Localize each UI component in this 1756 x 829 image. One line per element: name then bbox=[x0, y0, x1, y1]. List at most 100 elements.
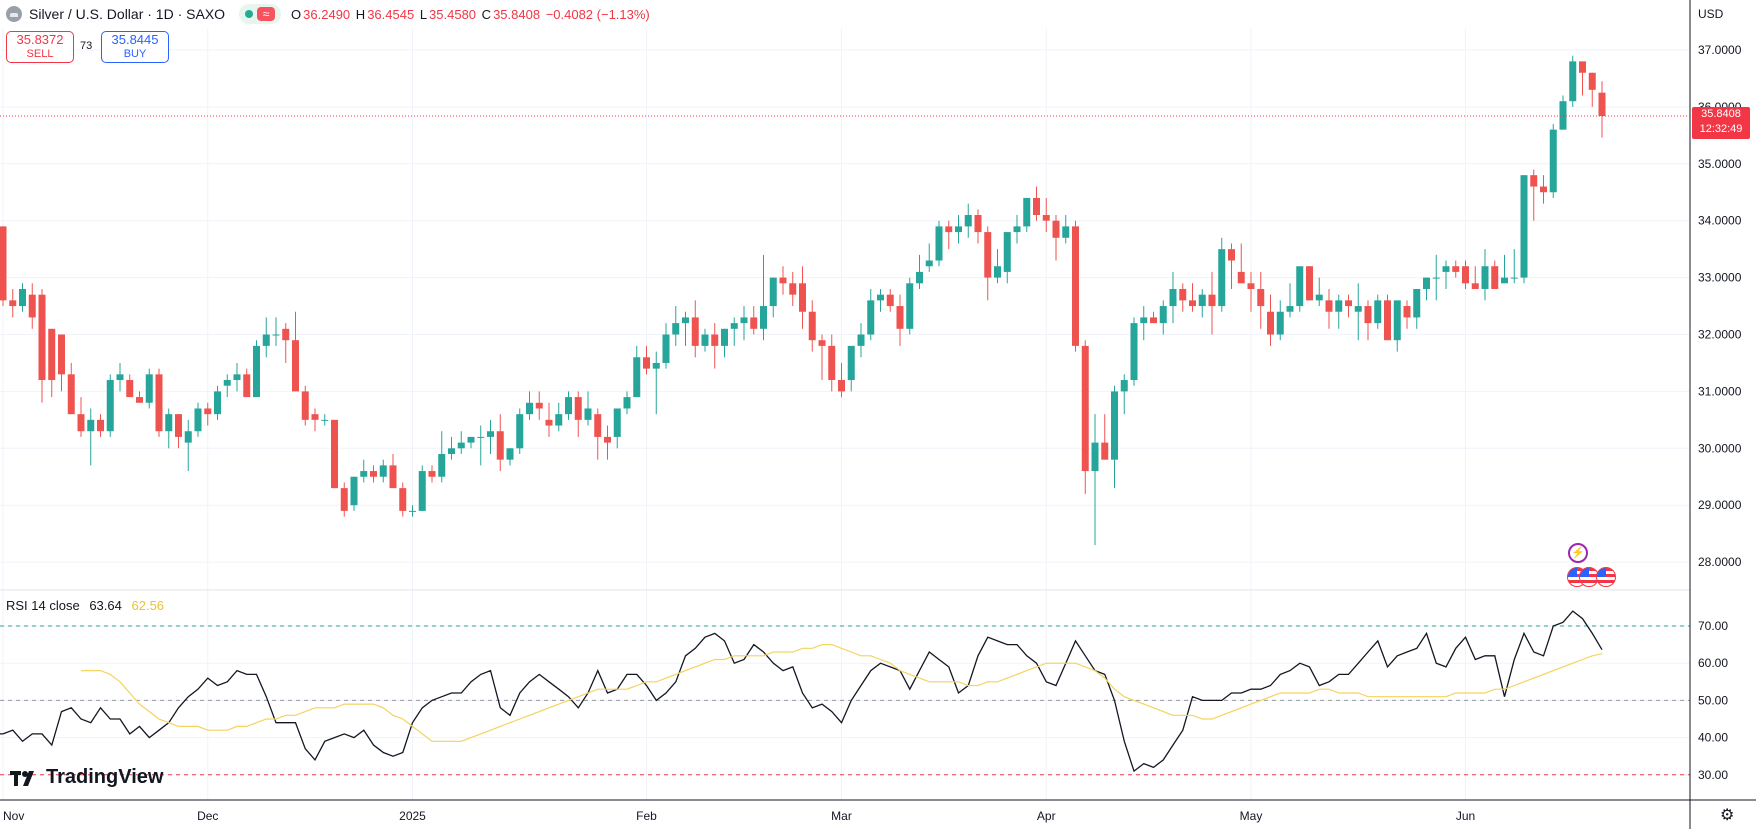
candle-body bbox=[331, 419, 338, 489]
candle bbox=[779, 266, 787, 295]
candle-body bbox=[496, 431, 504, 460]
buy-button[interactable]: 35.8445 BUY bbox=[101, 31, 169, 63]
rsi-tick-label: 40.00 bbox=[1698, 731, 1728, 745]
us-flag-icon[interactable] bbox=[1596, 567, 1616, 587]
candle bbox=[994, 249, 1001, 284]
candle bbox=[126, 374, 134, 398]
candle bbox=[389, 453, 397, 489]
candle bbox=[974, 209, 982, 244]
candle-body bbox=[760, 306, 767, 329]
candle-body bbox=[1471, 283, 1479, 289]
candle-body bbox=[1325, 300, 1333, 312]
candle bbox=[1432, 254, 1440, 301]
time-tick-label: Apr bbox=[1037, 809, 1056, 823]
candle bbox=[877, 288, 884, 312]
candle bbox=[535, 391, 543, 420]
candle-body bbox=[1306, 266, 1313, 301]
market-status-pill[interactable]: ≈ bbox=[239, 4, 282, 24]
candle-body bbox=[301, 391, 309, 420]
candle bbox=[243, 368, 251, 398]
candle-body bbox=[136, 397, 143, 403]
tradingview-logo[interactable]: TradingView bbox=[10, 766, 163, 789]
candle bbox=[467, 436, 475, 449]
candle-body bbox=[1218, 249, 1226, 307]
candle bbox=[1013, 215, 1021, 244]
price-tick-label: 34.0000 bbox=[1698, 214, 1742, 228]
candle bbox=[838, 362, 845, 398]
candle-body bbox=[1081, 345, 1089, 472]
candle bbox=[370, 465, 377, 483]
time-tick-label: May bbox=[1240, 809, 1263, 823]
candle-body bbox=[594, 414, 602, 437]
candle-body bbox=[1345, 300, 1352, 307]
candle bbox=[633, 345, 641, 398]
sell-button[interactable]: 35.8372 SELL bbox=[6, 31, 74, 63]
candle bbox=[1023, 197, 1031, 233]
lightning-icon[interactable]: ⚡ bbox=[1568, 543, 1588, 563]
symbol-title[interactable]: Silver / U.S. Dollar · 1D · SAXO bbox=[29, 6, 226, 22]
candle bbox=[1462, 260, 1469, 289]
candle bbox=[1159, 300, 1167, 335]
candle-body bbox=[1315, 294, 1323, 301]
candle-body bbox=[886, 294, 894, 307]
candle-body bbox=[428, 471, 436, 477]
candle bbox=[1306, 266, 1313, 301]
price-tick-label: 33.0000 bbox=[1698, 271, 1742, 285]
candle bbox=[106, 374, 114, 437]
candle-body bbox=[1033, 197, 1040, 216]
currency-selector[interactable]: USD bbox=[1698, 7, 1724, 21]
candle-body bbox=[516, 414, 524, 449]
candle-body bbox=[1159, 306, 1167, 324]
tradingview-logo-icon bbox=[10, 770, 34, 786]
candle-body bbox=[487, 431, 494, 437]
candle bbox=[262, 317, 270, 358]
candle-body bbox=[701, 334, 709, 346]
candle bbox=[1325, 288, 1333, 329]
candle-body bbox=[877, 294, 884, 301]
candle bbox=[643, 345, 650, 375]
candle-body bbox=[652, 362, 660, 369]
candle bbox=[506, 448, 514, 466]
candle bbox=[1569, 55, 1577, 107]
candle-body bbox=[1335, 300, 1343, 312]
candle bbox=[1393, 300, 1401, 352]
data-delay-icon: ≈ bbox=[257, 7, 276, 21]
candle-body bbox=[28, 294, 36, 318]
candle bbox=[906, 277, 914, 335]
candle-body bbox=[1432, 277, 1440, 279]
candle bbox=[155, 368, 163, 437]
candle bbox=[574, 391, 582, 437]
candle-body bbox=[409, 510, 416, 512]
candle-body bbox=[896, 306, 904, 329]
candle-body bbox=[1111, 391, 1118, 460]
candle-body bbox=[438, 453, 446, 477]
candle bbox=[1140, 306, 1148, 341]
candle bbox=[604, 425, 611, 460]
last-price-value: 35.8408 bbox=[1701, 108, 1741, 120]
time-tick-label: 2025 bbox=[399, 809, 426, 823]
candle-body bbox=[1267, 311, 1274, 335]
candle bbox=[67, 362, 75, 415]
sell-price: 35.8372 bbox=[16, 32, 64, 47]
candle-body bbox=[1452, 266, 1460, 272]
candle-body bbox=[360, 471, 368, 477]
candle-body bbox=[604, 436, 611, 443]
candle bbox=[526, 391, 533, 420]
candle-body bbox=[418, 471, 426, 511]
candle-body bbox=[1520, 175, 1528, 278]
candle-body bbox=[1510, 277, 1518, 279]
candle-body bbox=[857, 334, 865, 346]
candle-body bbox=[194, 408, 202, 432]
candle bbox=[1588, 72, 1596, 107]
candle bbox=[28, 283, 36, 329]
candle bbox=[1481, 249, 1489, 301]
candle bbox=[214, 385, 221, 420]
candle bbox=[0, 226, 7, 307]
gear-icon[interactable]: ⚙ bbox=[1720, 807, 1735, 824]
candle-body bbox=[955, 226, 962, 233]
candle-body bbox=[282, 328, 290, 341]
rsi-legend[interactable]: RSI 14 close 63.64 62.56 bbox=[6, 598, 164, 613]
candle-body bbox=[145, 374, 153, 403]
candle-body bbox=[116, 374, 124, 381]
